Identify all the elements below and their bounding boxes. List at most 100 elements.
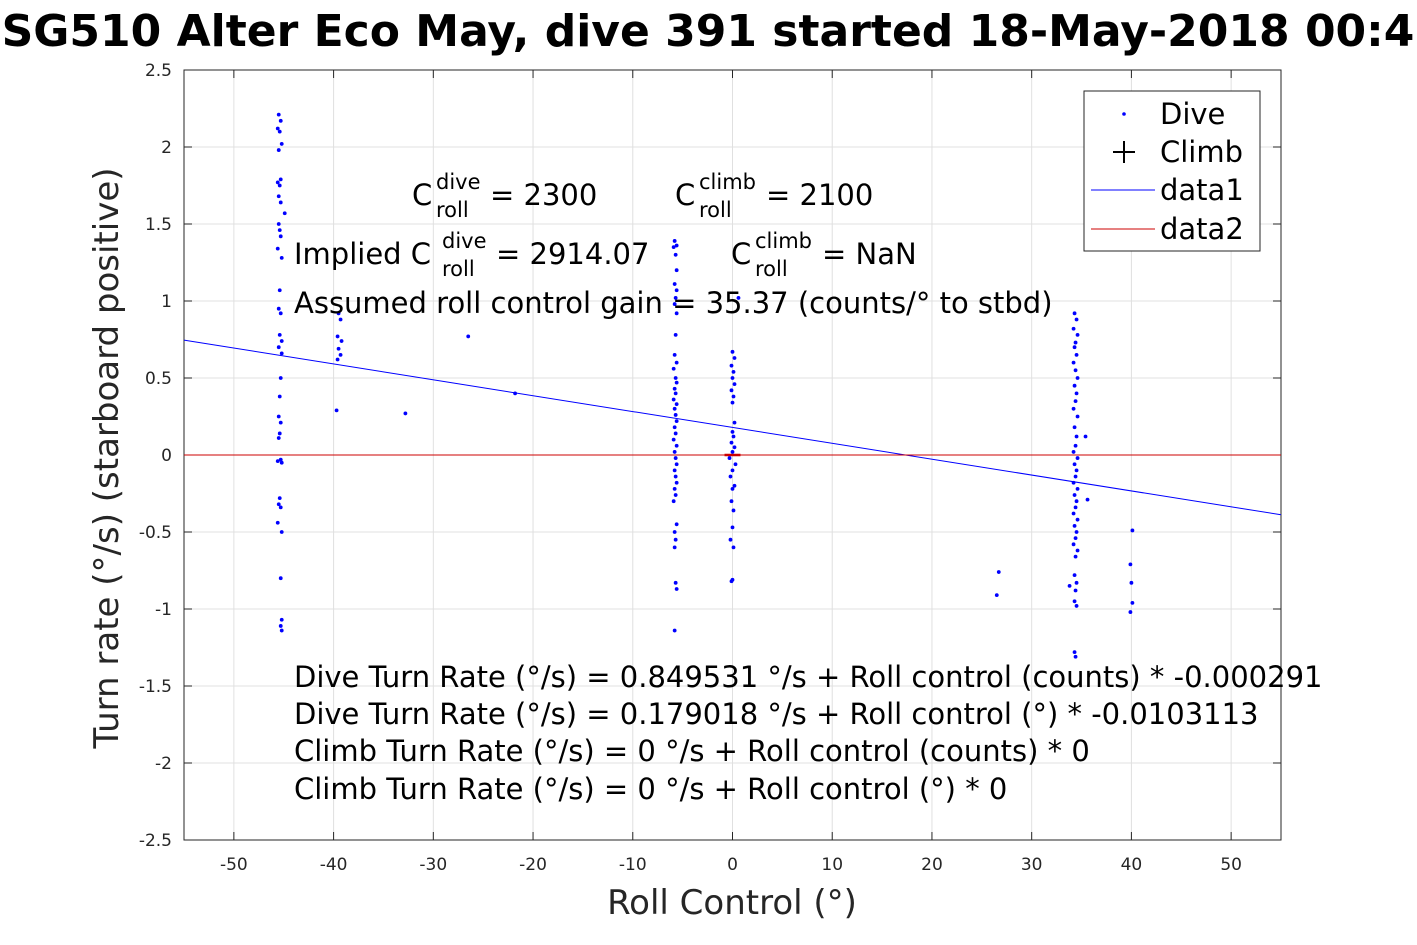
dive-data-point <box>672 239 677 243</box>
dive-data-point <box>1071 450 1076 454</box>
dive-data-point <box>275 459 280 464</box>
dive-data-point <box>673 474 678 479</box>
implied-dive-prefix: Implied C <box>294 237 431 271</box>
dive-data-point <box>1071 326 1076 331</box>
dive-data-point <box>277 288 282 293</box>
chart-title: SG510 Alter Eco May, dive 391 started 18… <box>2 6 1415 57</box>
y-tick-label: 1 <box>161 292 172 312</box>
dive-data-point <box>1075 456 1080 460</box>
legend-label-data1: data1 <box>1160 173 1244 207</box>
dive-data-point <box>276 194 281 199</box>
dive-data-point <box>1074 468 1079 473</box>
dive-data-point <box>1073 505 1078 510</box>
equation-dive-degrees: Dive Turn Rate (°/s) = 0.179018 °/s + Ro… <box>294 697 1259 731</box>
dive-data-point <box>1074 604 1079 608</box>
dive-data-point <box>335 334 340 339</box>
dive-data-point <box>277 183 282 188</box>
dive-data-point <box>731 434 736 439</box>
dive-data-point <box>338 317 343 322</box>
legend-label-data2: data2 <box>1160 212 1244 246</box>
dive-data-point <box>276 112 281 117</box>
legend-item-data2: data2 <box>1091 212 1244 246</box>
dive-data-point <box>1073 588 1078 593</box>
dive-data-point <box>276 222 281 226</box>
implied-climb-sup: climb <box>755 229 812 253</box>
legend-item-data1: data1 <box>1091 173 1244 207</box>
x-tick-label: 0 <box>727 855 738 875</box>
dive-data-point <box>671 366 676 371</box>
dive-data-point <box>1075 517 1080 522</box>
dive-data-point <box>727 456 732 460</box>
dive-data-point <box>1074 353 1079 357</box>
implied-dive-value: = 2914.07 <box>496 237 649 271</box>
dive-data-point <box>672 425 677 430</box>
series-line-data1 <box>183 339 1282 516</box>
dive-data-point <box>671 437 676 442</box>
dive-data-point <box>673 431 678 436</box>
legend-box <box>1083 90 1261 252</box>
legend-item-dive: Dive <box>1122 97 1225 131</box>
dive-data-point <box>673 391 678 396</box>
dive-data-point <box>674 311 679 316</box>
dive-data-point <box>1072 383 1077 388</box>
dive-data-point <box>1067 584 1072 588</box>
dive-data-point <box>336 346 341 351</box>
dive-data-point <box>279 351 284 356</box>
x-tick-label: -20 <box>519 855 547 875</box>
dive-data-point <box>672 353 677 357</box>
dive-data-point <box>672 486 677 491</box>
dive-data-point <box>278 576 283 581</box>
dive-data-point <box>277 129 282 134</box>
dive-data-point <box>1071 480 1076 485</box>
dive-data-point <box>730 450 735 454</box>
dive-data-point <box>1072 345 1077 350</box>
dive-data-point <box>275 246 280 251</box>
dive-data-point <box>673 413 678 417</box>
dive-data-point <box>674 288 679 293</box>
dive-data-point <box>736 296 741 300</box>
dive-data-point <box>1071 406 1076 411</box>
dive-data-point <box>1074 580 1079 585</box>
dive-data-point <box>1083 434 1088 439</box>
dive-data-point <box>1075 548 1080 553</box>
y-tick-label: -1 <box>155 600 172 620</box>
x-tick-label: 50 <box>1220 855 1242 875</box>
dive-data-point <box>279 617 284 622</box>
y-tick-label: 0.5 <box>145 369 172 389</box>
dive-data-point <box>276 436 281 440</box>
dive-data-point <box>673 537 678 542</box>
dive-data-point <box>674 402 679 407</box>
dive-data-point <box>336 311 341 316</box>
dive-data-point <box>335 357 340 362</box>
dive-points <box>275 112 1135 659</box>
legend-label-climb: Climb <box>1160 135 1243 169</box>
dive-data-point <box>674 360 679 365</box>
dive-data-point <box>1072 425 1077 430</box>
dive-data-point <box>1072 523 1077 528</box>
dive-data-point <box>729 579 734 584</box>
dive-data-point <box>278 376 283 380</box>
legend-item-climb: Climb <box>1113 135 1243 169</box>
annotation-c-climb: C climb roll = 2100 <box>675 170 873 222</box>
dive-data-point <box>732 420 737 425</box>
c-climb-base: C <box>675 178 695 212</box>
equation-climb-counts: Climb Turn Rate (°/s) = 0 °/s + Roll con… <box>294 734 1090 768</box>
dive-data-point <box>1128 562 1133 567</box>
dive-data-point <box>674 587 679 591</box>
dive-data-point <box>277 431 282 436</box>
dive-data-point <box>1074 317 1079 322</box>
dive-data-point <box>730 400 735 405</box>
dive-data-point <box>1072 599 1077 604</box>
dive-data-point <box>674 462 679 467</box>
dive-data-point <box>732 445 737 450</box>
y-tick-label: 2.5 <box>145 61 172 81</box>
x-tick-label: 10 <box>821 855 843 875</box>
implied-climb-sub: roll <box>755 257 788 281</box>
dive-data-point <box>729 363 734 368</box>
x-tick-label: -30 <box>419 855 447 875</box>
dive-data-point <box>1075 414 1080 419</box>
dive-data-point <box>731 508 736 513</box>
dive-data-point <box>276 345 281 350</box>
implied-dive-sub: roll <box>442 257 475 281</box>
dive-data-point <box>996 570 1001 574</box>
